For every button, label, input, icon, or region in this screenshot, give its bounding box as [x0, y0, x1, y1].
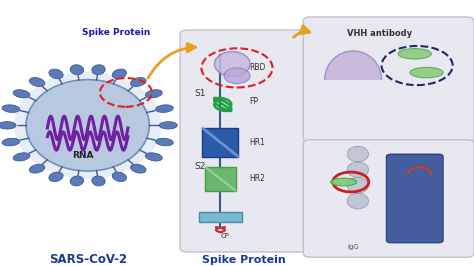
Text: SARS-CoV-2: SARS-CoV-2 — [49, 253, 127, 266]
Text: IgG: IgG — [347, 244, 359, 250]
Text: RNA: RNA — [72, 151, 94, 160]
FancyBboxPatch shape — [199, 211, 242, 222]
Text: RBD: RBD — [249, 63, 265, 72]
Ellipse shape — [14, 72, 161, 179]
FancyBboxPatch shape — [303, 140, 474, 257]
Text: HR2: HR2 — [249, 174, 264, 183]
Ellipse shape — [224, 68, 250, 84]
FancyBboxPatch shape — [205, 167, 236, 191]
Ellipse shape — [13, 90, 30, 98]
Text: HR1: HR1 — [249, 138, 264, 147]
Ellipse shape — [13, 153, 30, 161]
Ellipse shape — [26, 80, 149, 171]
Ellipse shape — [155, 105, 173, 113]
Ellipse shape — [92, 176, 105, 186]
Text: FP: FP — [249, 97, 258, 106]
Ellipse shape — [347, 146, 369, 162]
Ellipse shape — [347, 178, 369, 193]
Ellipse shape — [146, 153, 162, 161]
FancyBboxPatch shape — [303, 17, 474, 142]
Ellipse shape — [92, 65, 105, 75]
Ellipse shape — [325, 51, 382, 108]
Text: VHH antibody: VHH antibody — [346, 30, 412, 39]
Ellipse shape — [331, 178, 357, 186]
Ellipse shape — [70, 176, 83, 186]
Ellipse shape — [347, 162, 369, 178]
Text: S1: S1 — [194, 89, 206, 98]
Bar — [320, 80, 386, 133]
Ellipse shape — [112, 172, 127, 182]
Ellipse shape — [112, 69, 127, 79]
Ellipse shape — [29, 78, 45, 86]
Text: TM: TM — [210, 215, 221, 221]
Ellipse shape — [0, 122, 16, 129]
Text: S2: S2 — [194, 162, 206, 171]
FancyBboxPatch shape — [386, 154, 443, 243]
Text: Spike Protein: Spike Protein — [202, 255, 286, 265]
Ellipse shape — [146, 90, 162, 98]
Ellipse shape — [49, 172, 63, 182]
Ellipse shape — [347, 193, 369, 209]
Ellipse shape — [49, 69, 63, 79]
Ellipse shape — [214, 52, 250, 76]
Ellipse shape — [70, 65, 83, 75]
Ellipse shape — [29, 164, 45, 173]
Text: CP: CP — [221, 233, 229, 239]
Ellipse shape — [2, 138, 20, 146]
Ellipse shape — [410, 67, 443, 78]
Ellipse shape — [398, 49, 431, 59]
Ellipse shape — [155, 138, 173, 146]
FancyBboxPatch shape — [202, 128, 238, 157]
Text: Spike Protein: Spike Protein — [82, 28, 150, 37]
FancyBboxPatch shape — [180, 30, 308, 252]
Ellipse shape — [159, 122, 177, 129]
Ellipse shape — [130, 164, 146, 173]
Ellipse shape — [130, 78, 146, 86]
Ellipse shape — [2, 105, 20, 113]
Text: S1: S1 — [353, 85, 363, 94]
